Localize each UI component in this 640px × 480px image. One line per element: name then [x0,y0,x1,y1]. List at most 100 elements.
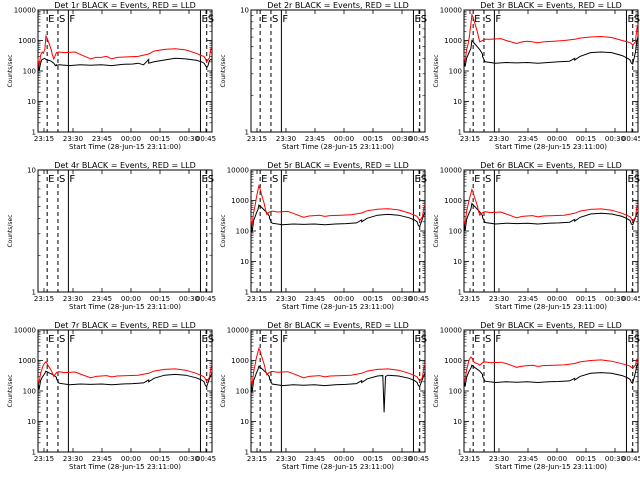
y-tick-label: 1 [458,129,462,137]
panel-det-1: Det 1r BLACK = Events, RED = LLD 1 10 100 10… [7,1,216,151]
plot-frame [250,169,426,293]
x-tick-label: 00:15 [363,455,383,463]
y-tick-label: 10 [453,258,462,266]
x-axis-label: Start Time (28-Jun-15 23:11:00) [495,303,607,311]
events-series-line [37,370,213,390]
x-tick-label: 00:45 [196,455,216,463]
panel-title: Det 2r BLACK = Events, RED = LLD [267,1,409,10]
x-tick-label: 23:15 [460,135,480,143]
event-marker-label: S [59,334,65,345]
event-marker-label: S [208,174,214,185]
x-tick-label: 00:30 [605,295,625,303]
event-marker-label: S [272,174,278,185]
y-tick-label: 1000 [18,37,36,45]
panel-det-5: Det 5r BLACK = Events, RED = LLD 1 10 100 10… [220,161,429,311]
x-tick-label: 23:45 [518,135,538,143]
event-marker-label: S [272,334,278,345]
x-tick-label: 00:00 [121,295,141,303]
x-tick-label: 23:30 [276,135,296,143]
panel-title: Det 7r BLACK = Events, RED = LLD [54,321,196,330]
y-tick-label: 1 [245,129,249,137]
lld-series-line [463,356,639,381]
panel-title: Det 4r BLACK = Events, RED = LLD [54,161,196,170]
panel-title: Det 5r BLACK = Events, RED = LLD [267,161,409,170]
event-marker-label: E [261,174,267,185]
y-tick-label: 10 [453,418,462,426]
y-tick-label: 1000 [444,197,462,205]
x-tick-label: 23:45 [92,135,112,143]
plot-frame [463,329,639,453]
x-axis-label: Start Time (28-Jun-15 23:11:00) [282,303,394,311]
event-marker-label: F [495,14,501,25]
x-tick-label: 00:30 [392,135,412,143]
x-tick-label: 00:30 [392,455,412,463]
x-tick-label: 00:00 [334,295,354,303]
y-tick-label: 10 [240,418,249,426]
event-marker-label: E [627,334,633,345]
y-tick-label: 1 [245,289,249,297]
y-tick-label: 10 [27,167,36,175]
y-tick-label: 10000 [227,327,249,335]
x-tick-label: 00:00 [334,455,354,463]
panel-det-8: Det 8r BLACK = Events, RED = LLD 1 10 100 10… [220,321,429,471]
y-tick-label: 10000 [14,7,36,15]
x-tick-label: 23:45 [305,295,325,303]
y-axis-label: Counts/sec [220,54,227,87]
x-tick-label: 23:15 [247,295,267,303]
panel-title: Det 3r BLACK = Events, RED = LLD [480,1,622,10]
y-tick-label: 1 [458,289,462,297]
event-marker-label: S [59,174,65,185]
panel-det-9: Det 9r BLACK = Events, RED = LLD 1 10 100 10… [433,321,640,471]
y-tick-label: 10 [240,7,249,15]
y-tick-label: 1000 [444,357,462,365]
panel-title: Det 6r BLACK = Events, RED = LLD [480,161,622,170]
y-tick-label: 100 [23,68,36,76]
event-marker-label: F [282,14,288,25]
x-tick-label: 00:15 [363,135,383,143]
y-tick-label: 1000 [444,37,462,45]
y-tick-label: 1 [458,449,462,457]
x-axis-label: Start Time (28-Jun-15 23:11:00) [495,143,607,151]
x-tick-label: 23:15 [460,455,480,463]
event-marker-label: E [201,334,207,345]
event-marker-label: F [282,174,288,185]
x-tick-label: 00:30 [392,295,412,303]
y-axis-label: Counts/sec [7,374,14,407]
event-marker-label: E [474,174,480,185]
y-tick-label: 100 [449,388,462,396]
x-tick-label: 23:15 [247,135,267,143]
events-series-line [37,57,213,72]
y-tick-label: 10000 [440,167,462,175]
y-tick-label: 1 [32,449,36,457]
y-tick-label: 100 [449,68,462,76]
x-tick-label: 23:30 [489,135,509,143]
x-axis-label: Start Time (28-Jun-15 23:11:00) [495,463,607,471]
plot-frame [463,9,639,133]
plot-frame [37,329,213,453]
y-tick-label: 10 [27,98,36,106]
y-tick-label: 1 [32,129,36,137]
x-tick-label: 00:30 [605,135,625,143]
x-tick-label: 00:45 [622,455,640,463]
event-marker-label: F [69,174,75,185]
x-axis-label: Start Time (28-Jun-15 23:11:00) [69,463,181,471]
panel-det-2: Det 2r BLACK = Events, RED = LLD 1 10 Count… [220,1,429,151]
x-tick-label: 23:45 [92,455,112,463]
event-marker-label: S [208,14,214,25]
y-tick-label: 10000 [440,327,462,335]
plot-frame [37,9,213,133]
y-axis-label: Counts/sec [7,54,14,87]
event-marker-label: S [272,14,278,25]
panel-det-4: Det 4r BLACK = Events, RED = LLD 1 10 Count… [7,161,216,311]
x-tick-label: 00:00 [334,135,354,143]
x-tick-label: 23:30 [276,455,296,463]
event-marker-label: E [48,174,54,185]
y-tick-label: 100 [236,228,249,236]
y-tick-label: 1000 [18,357,36,365]
x-tick-label: 00:00 [547,295,567,303]
y-tick-label: 10000 [227,167,249,175]
x-tick-label: 23:15 [34,455,54,463]
x-tick-label: 00:15 [150,135,170,143]
y-tick-label: 10 [453,98,462,106]
